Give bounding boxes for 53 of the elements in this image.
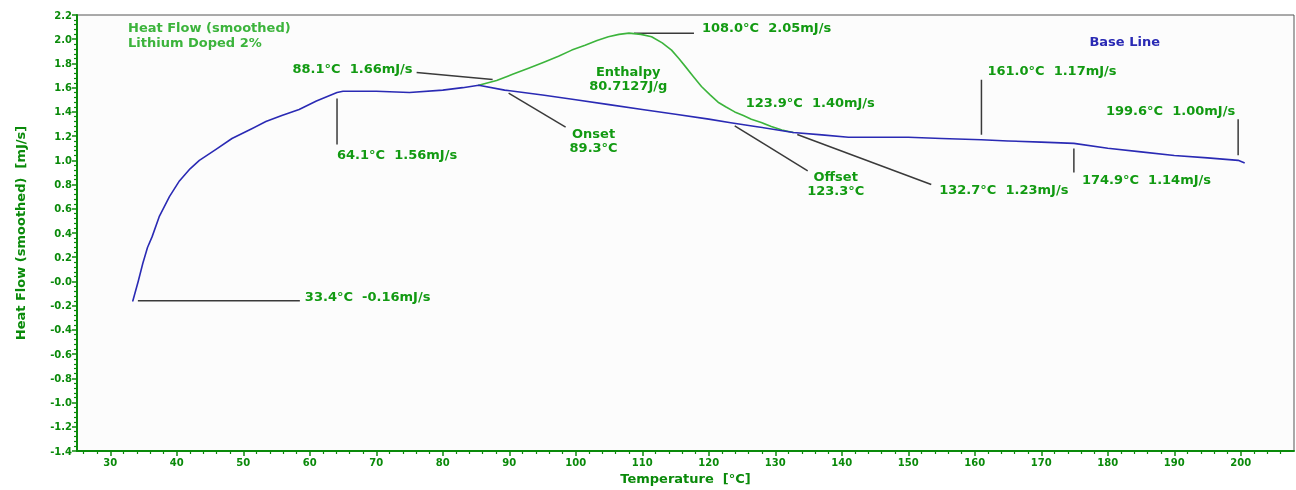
- y-tick-label: 1.6: [54, 82, 73, 94]
- annotation: 123.9°C 1.40mJ/s: [745, 95, 876, 111]
- text: Base Line: [1089, 34, 1161, 49]
- y-tick-label: -1.0: [50, 397, 73, 409]
- y-tick-label: -1.4: [50, 445, 73, 457]
- x-tick-label: 200: [1230, 456, 1252, 468]
- y-tick-label: 1.2: [54, 130, 73, 142]
- y-tick-label: 0.4: [54, 227, 73, 239]
- annotation: Enthalpy 80.7127J/g: [589, 64, 668, 94]
- y-tick-label: 1.0: [54, 154, 73, 166]
- y-tick-label: 2.2: [54, 9, 73, 21]
- annotation: 88.1°C 1.66mJ/s: [292, 60, 413, 76]
- annotation: 108.0°C 2.05mJ/s: [701, 19, 832, 35]
- x-tick-label: 150: [897, 456, 919, 468]
- annotation: 199.6°C 1.00mJ/s: [1105, 102, 1236, 118]
- annotation: Offset 123.3°C: [807, 169, 865, 199]
- annotation: 161.0°C 1.17mJ/s: [987, 63, 1117, 79]
- y-tick-label: -1.2: [50, 421, 73, 433]
- y-tick-label: 0.2: [54, 251, 73, 263]
- x-tick-label: 70: [369, 456, 384, 468]
- x-tick-label: 110: [631, 456, 653, 468]
- x-tick-label: 100: [565, 456, 587, 468]
- x-tick-label: 170: [1030, 456, 1052, 468]
- x-tick-label: 190: [1163, 456, 1185, 468]
- y-tick-label: 0.6: [54, 203, 73, 215]
- y-tick-label: 1.4: [54, 106, 73, 118]
- y-tick-label: 0.8: [54, 179, 73, 191]
- x-tick-label: 130: [764, 456, 786, 468]
- x-tick-label: 90: [502, 456, 517, 468]
- annotation: 64.1°C 1.56mJ/s: [337, 147, 458, 163]
- y-tick-label: -0.0: [50, 275, 73, 287]
- y-tick-label: -0.2: [50, 300, 73, 312]
- annotation: 132.7°C 1.23mJ/s: [939, 181, 1069, 197]
- x-tick-label: 50: [236, 456, 251, 468]
- annotation: 174.9°C 1.14mJ/s: [1081, 171, 1212, 187]
- y-tick-label: -0.8: [50, 372, 73, 384]
- x-axis-title: Temperature [°C]: [620, 471, 751, 486]
- y-tick-label: -0.4: [50, 324, 73, 336]
- x-tick-label: 60: [302, 456, 317, 468]
- x-tick-label: 120: [698, 456, 720, 468]
- x-tick-label: 180: [1097, 456, 1119, 468]
- y-tick-label: 2.0: [54, 33, 73, 45]
- x-tick-label: 160: [964, 456, 986, 468]
- x-tick-label: 80: [435, 456, 450, 468]
- x-tick-label: 30: [103, 456, 118, 468]
- y-tick-label: 1.8: [54, 57, 73, 69]
- text: Heat Flow (smoothed) Lithium Doped 2%: [128, 20, 291, 50]
- y-tick-label: -0.6: [50, 348, 73, 360]
- annotation: 33.4°C -0.16mJ/s: [304, 289, 431, 305]
- x-tick-label: 140: [831, 456, 853, 468]
- annotation: Onset 89.3°C: [569, 125, 618, 155]
- x-tick-label: 40: [169, 456, 184, 468]
- y-axis-title: Heat Flow (smoothed) [mJ/s]: [13, 125, 28, 341]
